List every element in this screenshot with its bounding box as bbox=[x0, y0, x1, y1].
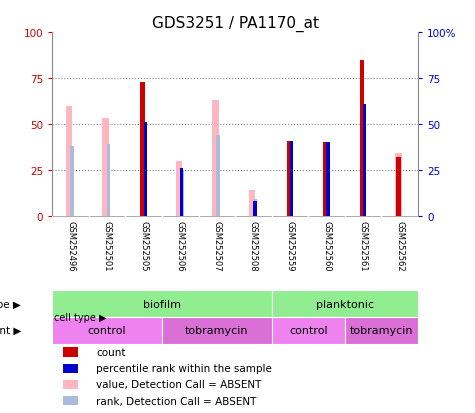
Bar bbox=[141, 83, 145, 216]
Bar bbox=[162, 317, 272, 344]
Text: tobramycin: tobramycin bbox=[185, 325, 248, 336]
Bar bbox=[66, 107, 72, 216]
Bar bbox=[272, 317, 345, 344]
Bar bbox=[102, 119, 109, 216]
Bar bbox=[253, 202, 256, 216]
Text: value, Detection Call = ABSENT: value, Detection Call = ABSENT bbox=[96, 380, 262, 389]
Text: control: control bbox=[289, 325, 328, 336]
Bar bbox=[63, 348, 78, 357]
Bar bbox=[63, 396, 78, 405]
Bar bbox=[70, 147, 74, 216]
Bar bbox=[395, 154, 401, 216]
Bar bbox=[212, 101, 218, 216]
Bar bbox=[217, 136, 220, 216]
Text: GSM252561: GSM252561 bbox=[359, 220, 368, 271]
Text: GSM252559: GSM252559 bbox=[285, 220, 294, 271]
Bar bbox=[363, 104, 366, 216]
Text: cell type ▶: cell type ▶ bbox=[54, 312, 106, 322]
Text: GSM252562: GSM252562 bbox=[395, 220, 404, 271]
Text: biofilm: biofilm bbox=[143, 299, 181, 309]
Title: GDS3251 / PA1170_at: GDS3251 / PA1170_at bbox=[152, 16, 319, 32]
Text: cell type ▶: cell type ▶ bbox=[0, 299, 21, 309]
Text: count: count bbox=[96, 347, 126, 357]
Bar bbox=[290, 141, 293, 216]
Bar bbox=[360, 61, 364, 216]
Bar bbox=[180, 169, 183, 216]
Text: percentile rank within the sample: percentile rank within the sample bbox=[96, 363, 272, 373]
Text: GSM252505: GSM252505 bbox=[139, 220, 148, 271]
Bar bbox=[326, 143, 330, 216]
Bar bbox=[63, 364, 78, 373]
Text: agent ▶: agent ▶ bbox=[0, 325, 21, 336]
Bar bbox=[248, 191, 255, 216]
Bar bbox=[52, 317, 162, 344]
Bar bbox=[180, 171, 183, 216]
Bar bbox=[397, 158, 401, 216]
Bar bbox=[272, 290, 418, 317]
Text: control: control bbox=[88, 325, 126, 336]
Bar bbox=[107, 145, 110, 216]
Text: tobramycin: tobramycin bbox=[350, 325, 413, 336]
Bar bbox=[287, 141, 291, 216]
Text: GSM252506: GSM252506 bbox=[176, 220, 185, 271]
Bar bbox=[63, 380, 78, 389]
Bar bbox=[52, 290, 272, 317]
Bar bbox=[253, 200, 256, 216]
Bar bbox=[143, 123, 147, 216]
Text: GSM252501: GSM252501 bbox=[103, 220, 112, 271]
Text: rank, Detection Call = ABSENT: rank, Detection Call = ABSENT bbox=[96, 396, 256, 406]
Bar bbox=[175, 161, 182, 216]
Bar bbox=[323, 143, 328, 216]
Text: GSM252508: GSM252508 bbox=[249, 220, 258, 271]
Text: GSM252507: GSM252507 bbox=[212, 220, 221, 271]
Text: GSM252560: GSM252560 bbox=[322, 220, 331, 271]
Text: GSM252496: GSM252496 bbox=[66, 220, 75, 271]
Bar bbox=[345, 317, 418, 344]
Text: planktonic: planktonic bbox=[316, 299, 374, 309]
